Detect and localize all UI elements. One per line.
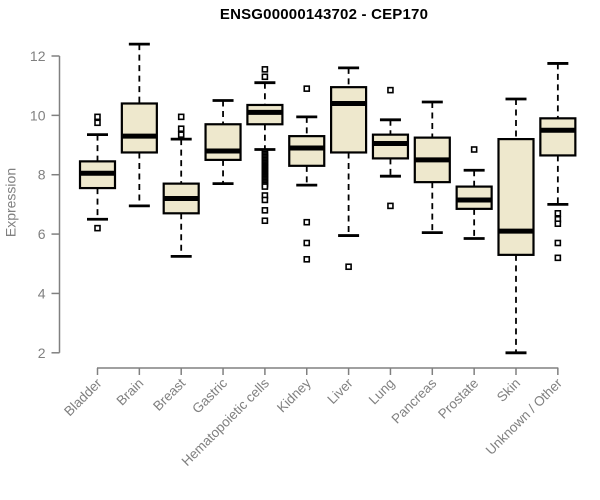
outlier-point <box>554 254 562 262</box>
chart-title: ENSG00000143702 - CEP170 <box>219 6 429 23</box>
outlier-point <box>261 207 269 214</box>
x-category-label: Lung <box>366 376 398 408</box>
outlier-point <box>554 239 562 247</box>
outlier-point <box>554 220 562 227</box>
y-tick-label: 2 <box>38 345 46 361</box>
y-tick-label: 4 <box>38 285 46 301</box>
x-category-label: Pancreas <box>388 375 439 426</box>
outlier-point <box>177 131 185 138</box>
outlier-point <box>387 202 394 210</box>
outlier-point <box>345 263 352 271</box>
iqr-box <box>330 86 368 154</box>
y-tick-label: 8 <box>38 167 46 183</box>
iqr-box <box>120 102 158 154</box>
outlier-point <box>261 196 269 204</box>
outlier-point <box>261 66 269 73</box>
y-tick-label: 10 <box>30 107 46 123</box>
iqr-box <box>371 133 410 160</box>
x-category-label: Brain <box>114 376 147 409</box>
outlier-point <box>554 210 562 217</box>
outlier-point <box>94 113 101 121</box>
outlier-point <box>303 85 311 92</box>
iqr-box <box>539 117 577 157</box>
outlier-point <box>387 86 394 94</box>
x-category-label: Liver <box>324 375 356 407</box>
x-category-label: Kidney <box>274 375 314 415</box>
outlier-point <box>261 217 269 225</box>
outlier-point <box>177 113 185 121</box>
y-tick-label: 12 <box>30 48 46 64</box>
x-category-label: Breast <box>150 375 188 413</box>
iqr-box <box>497 138 535 256</box>
outlier-point <box>261 73 269 81</box>
x-category-label: Bladder <box>61 375 105 419</box>
x-category-label: Unknown / Other <box>483 375 566 458</box>
outlier-point <box>470 146 478 153</box>
outlier-point <box>261 183 269 190</box>
x-category-label: Gastric <box>189 375 230 416</box>
x-category-label: Skin <box>494 376 523 405</box>
outlier-point <box>94 224 101 232</box>
outlier-point <box>303 256 311 263</box>
x-category-label: Prostate <box>435 376 481 422</box>
outlier-point <box>177 125 185 133</box>
outlier-point <box>303 218 311 226</box>
outlier-point <box>303 239 311 247</box>
iqr-box <box>204 123 242 161</box>
y-tick-label: 6 <box>38 226 46 242</box>
outlier-point <box>94 119 101 127</box>
iqr-box <box>288 135 326 167</box>
